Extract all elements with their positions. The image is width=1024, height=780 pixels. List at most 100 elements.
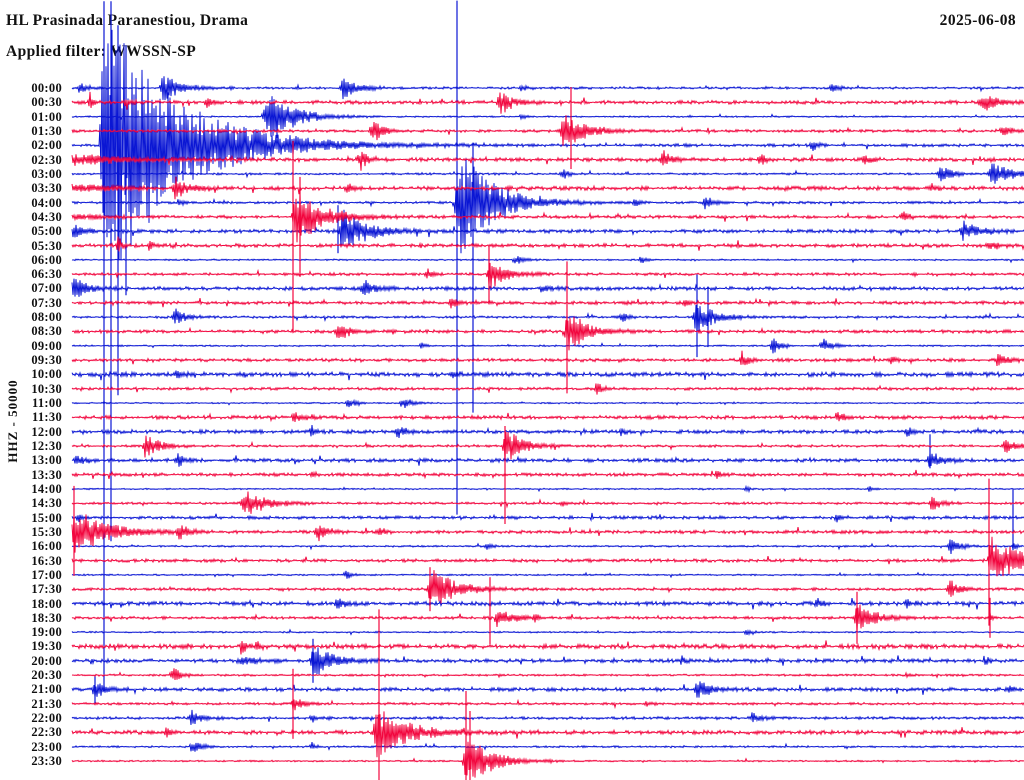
trace-row-0300 xyxy=(71,163,1024,184)
trace-row-1830 xyxy=(71,604,1024,633)
trace-row-0000 xyxy=(71,76,1024,101)
trace-row-0130 xyxy=(71,115,1024,146)
row-time-label: 05:00 xyxy=(31,224,62,239)
trace-row-0030 xyxy=(71,91,1024,114)
row-time-label: 11:00 xyxy=(32,396,62,411)
trace-row-2330 xyxy=(71,741,1024,778)
row-time-label: 09:30 xyxy=(31,353,62,368)
row-time-label: 17:00 xyxy=(31,567,62,582)
row-time-label: 03:00 xyxy=(31,166,62,181)
trace-row-2000 xyxy=(71,647,1024,676)
station-title: HL Prasinada Paranestiou, Drama xyxy=(6,12,249,29)
trace-row-0330 xyxy=(71,176,1024,200)
trace-row-0500 xyxy=(71,209,1024,248)
trace-row-1900 xyxy=(71,628,1024,636)
trace-row-0430 xyxy=(71,194,1024,243)
row-time-label: 07:00 xyxy=(31,281,62,296)
row-time-label: 18:30 xyxy=(31,610,62,625)
row-time-label: 05:30 xyxy=(31,238,62,253)
row-time-label: 03:30 xyxy=(31,181,62,196)
trace-row-1600 xyxy=(71,539,1024,555)
row-time-label: 15:00 xyxy=(31,510,62,525)
row-time-label: 02:30 xyxy=(31,152,62,167)
trace-row-0830 xyxy=(71,316,1024,351)
row-time-label: 04:00 xyxy=(31,195,62,210)
trace-row-0100 xyxy=(71,96,1024,139)
row-time-label: 02:00 xyxy=(31,138,62,153)
filter-label: Applied filter: WWSSN-SP xyxy=(6,43,197,60)
trace-row-2100 xyxy=(71,681,1024,698)
trace-row-2130 xyxy=(71,698,1024,711)
trace-row-1500 xyxy=(71,512,1024,523)
trace-row-1700 xyxy=(71,570,1024,579)
row-time-label: 01:30 xyxy=(31,123,62,138)
row-time-label: 06:30 xyxy=(31,267,62,282)
row-time-label: 19:30 xyxy=(31,639,62,654)
trace-row-1530 xyxy=(71,514,1024,553)
date-label: 2025-06-08 xyxy=(939,12,1016,29)
trace-row-0930 xyxy=(71,350,1024,366)
trace-row-2200 xyxy=(71,709,1024,725)
trace-row-0630 xyxy=(71,262,1024,289)
row-time-label: 21:00 xyxy=(31,682,62,697)
trace-row-1200 xyxy=(71,425,1024,438)
row-time-label: 12:00 xyxy=(31,424,62,439)
row-time-label: 01:00 xyxy=(31,109,62,124)
trace-row-1330 xyxy=(71,469,1024,480)
row-time-label: 17:30 xyxy=(31,582,62,597)
row-time-label: 23:30 xyxy=(31,754,62,769)
trace-row-0530 xyxy=(71,236,1024,252)
row-time-label: 14:30 xyxy=(31,496,62,511)
row-time-label: 00:30 xyxy=(31,95,62,110)
trace-row-1230 xyxy=(71,431,1024,460)
trace-row-0400 xyxy=(71,157,1024,254)
trace-row-0200 xyxy=(71,29,1024,261)
trace-row-0800 xyxy=(71,304,1024,333)
trace-row-0900 xyxy=(71,338,1024,354)
trace-row-2230 xyxy=(71,711,1024,758)
row-time-label: 11:30 xyxy=(32,410,62,425)
row-time-label: 09:00 xyxy=(31,338,62,353)
row-time-label: 00:00 xyxy=(31,81,62,95)
row-time-label: 13:00 xyxy=(31,453,62,468)
trace-row-1930 xyxy=(71,640,1024,655)
row-time-label: 08:00 xyxy=(31,310,62,325)
row-time-label: 21:30 xyxy=(31,696,62,711)
trace-row-1800 xyxy=(71,598,1024,610)
row-time-label: 14:00 xyxy=(31,481,62,496)
row-time-label: 10:30 xyxy=(31,381,62,396)
row-time-label: 04:30 xyxy=(31,209,62,224)
trace-row-2300 xyxy=(71,742,1024,752)
trace-row-0700 xyxy=(71,278,1024,297)
trace-row-1100 xyxy=(71,398,1024,408)
row-time-label: 19:00 xyxy=(31,625,62,640)
trace-row-2030 xyxy=(71,668,1024,680)
trace-row-1630 xyxy=(71,536,1024,577)
row-time-label: 16:30 xyxy=(31,553,62,568)
row-time-label: 08:30 xyxy=(31,324,62,339)
row-time-label: 06:00 xyxy=(31,252,62,267)
trace-row-1400 xyxy=(71,484,1024,494)
row-time-label: 20:00 xyxy=(31,653,62,668)
row-time-label: 13:30 xyxy=(31,467,62,482)
row-time-label: 22:30 xyxy=(31,725,62,740)
row-time-label: 20:30 xyxy=(31,668,62,683)
trace-row-1300 xyxy=(71,453,1024,467)
row-time-label: 15:30 xyxy=(31,524,62,539)
row-time-label: 22:00 xyxy=(31,711,62,726)
trace-row-0600 xyxy=(71,256,1024,264)
row-time-label: 12:30 xyxy=(31,439,62,453)
trace-row-1000 xyxy=(71,370,1024,381)
trace-row-1730 xyxy=(71,570,1024,604)
row-time-label: 23:00 xyxy=(31,739,62,754)
trace-row-0730 xyxy=(71,297,1024,309)
trace-row-0230 xyxy=(71,150,1024,171)
trace-row-1030 xyxy=(71,383,1024,395)
trace-row-1130 xyxy=(71,412,1024,423)
row-time-label: 18:00 xyxy=(31,596,62,611)
row-time-label: 16:00 xyxy=(31,539,62,554)
trace-row-1430 xyxy=(71,491,1024,514)
row-time-label: 10:00 xyxy=(31,367,62,382)
